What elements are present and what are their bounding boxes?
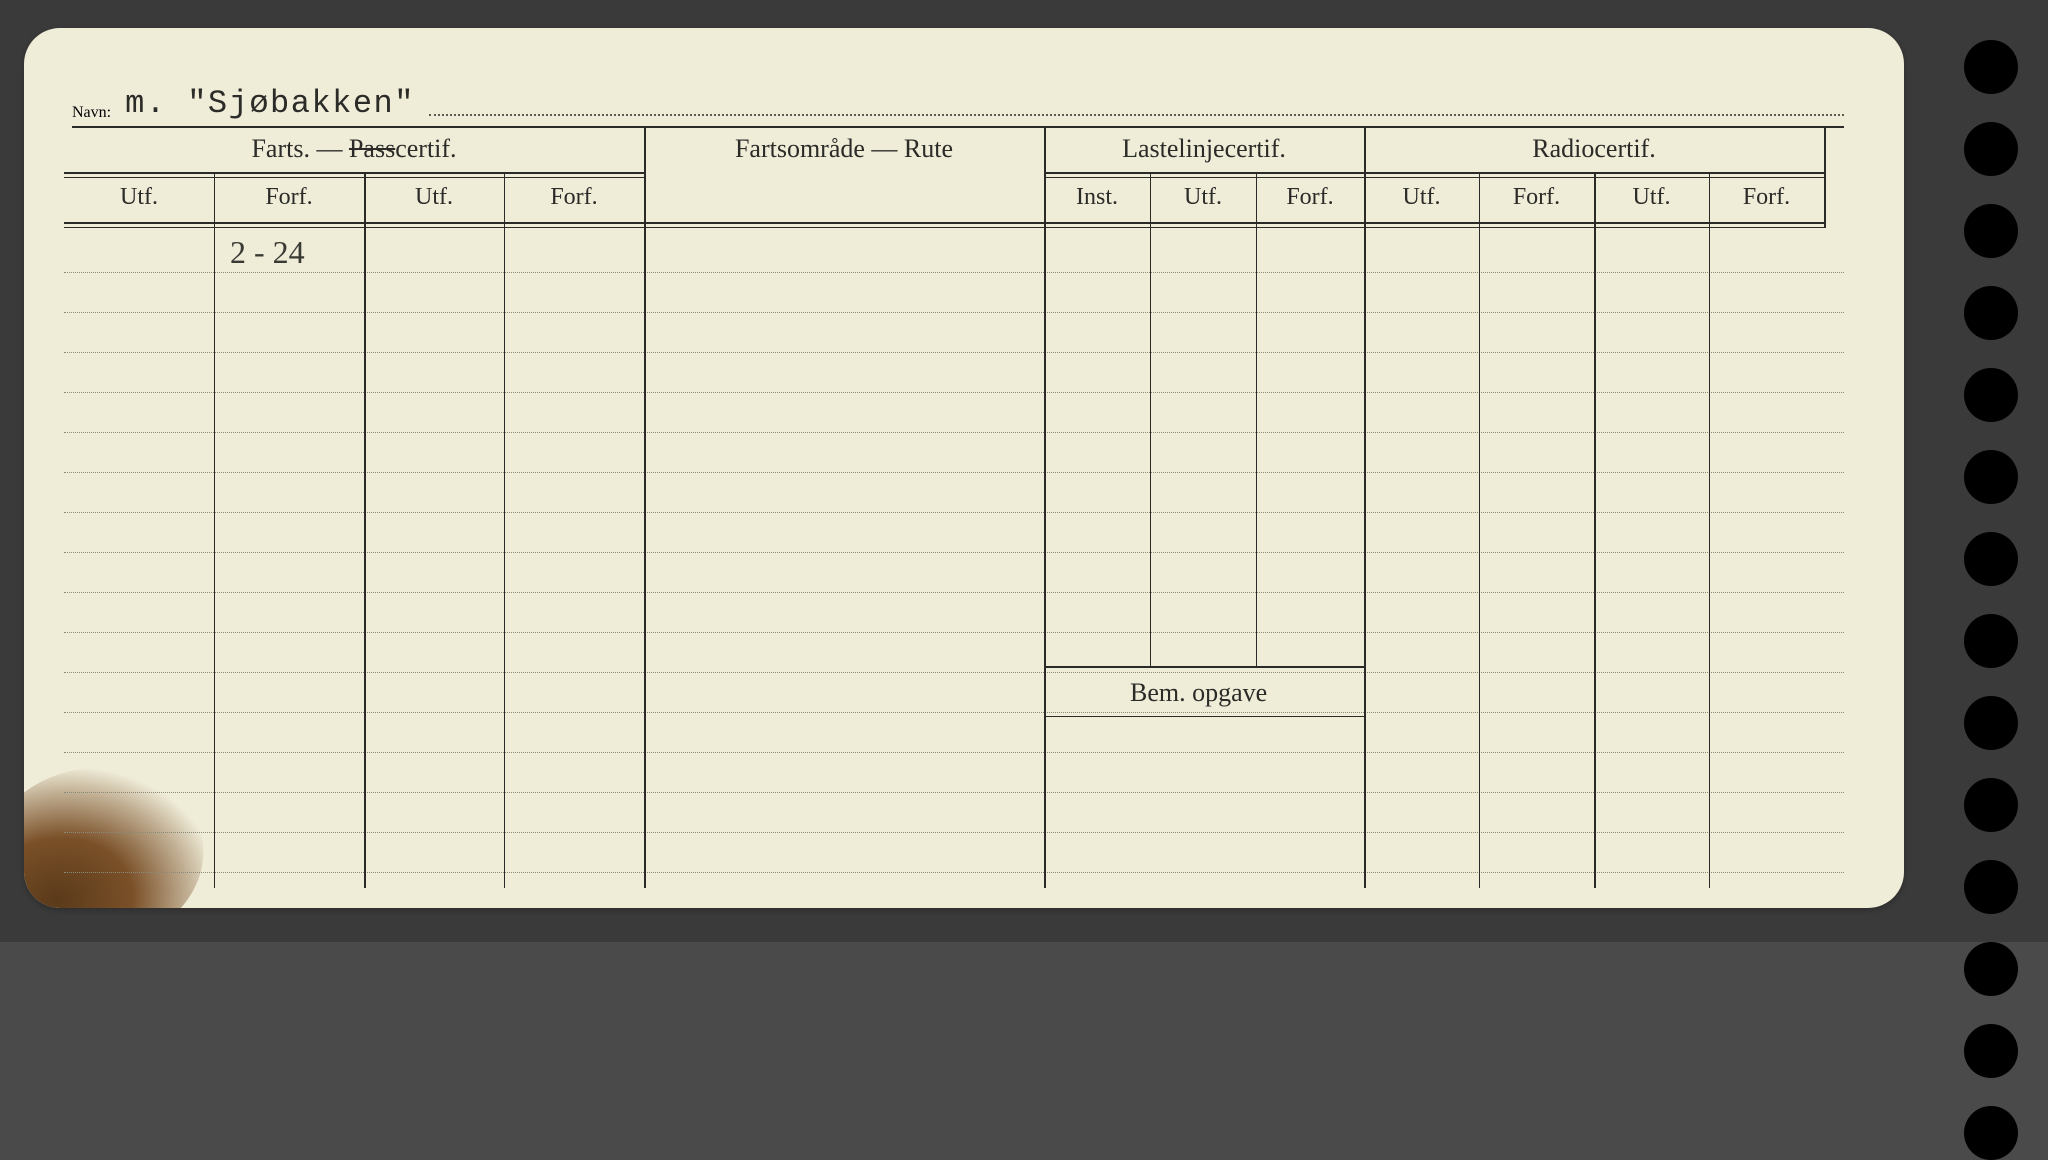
dotted-row [64, 432, 1844, 433]
vline-farts-1 [214, 172, 215, 888]
title-row: Navn: m. "Sjøbakken" [72, 74, 1844, 128]
laste-mid-rule [1044, 666, 1364, 668]
entry-farts-forf-1: 2 - 24 [230, 234, 305, 271]
dotted-row [64, 752, 1844, 753]
binder-hole [1964, 40, 2018, 94]
header-farts-struck: Pass [349, 134, 395, 163]
dotted-row [64, 512, 1844, 513]
vline-g1-g2 [644, 126, 646, 888]
vline-farts-2 [364, 172, 366, 888]
dotted-row [64, 352, 1844, 353]
binder-hole [1964, 532, 2018, 586]
header-rute-text: Fartsområde — Rute [735, 134, 953, 164]
vline-radio-1 [1479, 172, 1480, 888]
binder-hole [1964, 204, 2018, 258]
index-card: Navn: m. "Sjøbakken" Farts. — Passcertif… [24, 28, 1904, 908]
header-farts-text: Farts. — Passcertif. [251, 134, 456, 164]
header-farts: Farts. — Passcertif. [64, 126, 644, 174]
sub-radio-forf1: Forf. [1479, 172, 1594, 224]
sub-laste-inst: Inst. [1044, 172, 1150, 224]
binder-hole [1964, 122, 2018, 176]
vline-radio-3 [1709, 172, 1710, 888]
sub-radio-utf1: Utf. [1364, 172, 1479, 224]
sub-rute-blank [644, 172, 1044, 224]
sub-farts-utf1: Utf. [64, 172, 214, 224]
dotted-rows [64, 236, 1844, 888]
title-dotted-rule [429, 113, 1844, 116]
record-grid: Farts. — Passcertif. Utf. Forf. Utf. For… [64, 126, 1844, 888]
vline-g2-g3 [1044, 126, 1046, 888]
sub-farts-forf2: Forf. [504, 172, 644, 224]
navn-value: m. "Sjøbakken" [125, 85, 415, 122]
sub-farts-forf1: Forf. [214, 172, 364, 224]
dotted-row [64, 552, 1844, 553]
dotted-row [64, 272, 1844, 273]
dotted-row [64, 872, 1844, 873]
dotted-row [64, 472, 1844, 473]
dotted-row [64, 632, 1844, 633]
dotted-row [64, 672, 1844, 673]
binder-hole [1964, 1106, 2018, 1160]
sub-farts-utf2: Utf. [364, 172, 504, 224]
dotted-row [64, 392, 1844, 393]
binder-hole [1964, 942, 2018, 996]
header-rute: Fartsområde — Rute [644, 126, 1044, 172]
binder-hole [1964, 860, 2018, 914]
sub-laste-forf: Forf. [1256, 172, 1364, 224]
dotted-row [64, 712, 1844, 713]
vline-farts-3 [504, 172, 505, 888]
binder-hole [1964, 286, 2018, 340]
binder-hole [1964, 368, 2018, 422]
binder-hole [1964, 450, 2018, 504]
sub-laste-utf: Utf. [1150, 172, 1256, 224]
binder-hole [1964, 696, 2018, 750]
binder-holes [1964, 40, 2018, 1160]
vline-g3-g4 [1364, 126, 1366, 888]
sub-radio-forf2: Forf. [1709, 172, 1824, 224]
header-laste: Lastelinjecertif. [1044, 126, 1364, 174]
vline-laste-2 [1256, 172, 1257, 666]
vline-radio-2 [1594, 172, 1596, 888]
dotted-row [64, 592, 1844, 593]
binder-hole [1964, 614, 2018, 668]
laste-mid-label: Bem. opgave [1124, 678, 1273, 708]
vline-laste-1 [1150, 172, 1151, 666]
vline-right-edge [1824, 126, 1826, 228]
navn-label: Navn: [72, 104, 111, 122]
sub-radio-utf2: Utf. [1594, 172, 1709, 224]
binder-hole [1964, 1024, 2018, 1078]
dotted-row [64, 832, 1844, 833]
binder-hole [1964, 778, 2018, 832]
laste-mid-rule2 [1044, 716, 1364, 717]
dotted-row [64, 792, 1844, 793]
dotted-row [64, 312, 1844, 313]
header-radio: Radiocertif. [1364, 126, 1824, 174]
